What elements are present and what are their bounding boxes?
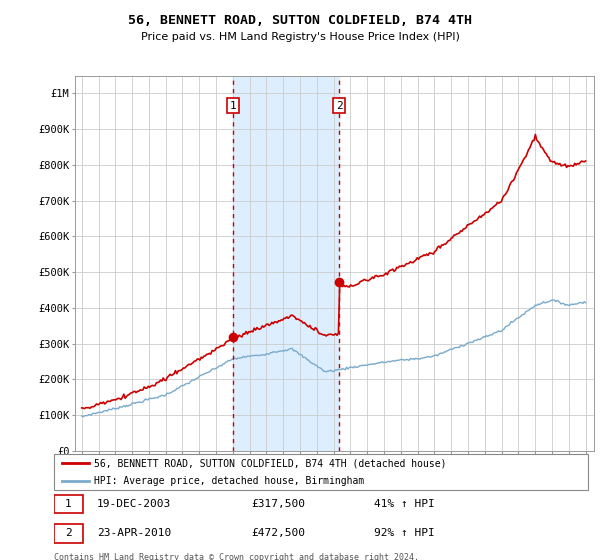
- Text: £317,500: £317,500: [251, 499, 305, 509]
- Text: HPI: Average price, detached house, Birmingham: HPI: Average price, detached house, Birm…: [94, 476, 364, 486]
- Text: 19-DEC-2003: 19-DEC-2003: [97, 499, 171, 509]
- Text: 41% ↑ HPI: 41% ↑ HPI: [374, 499, 435, 509]
- Text: Price paid vs. HM Land Registry's House Price Index (HPI): Price paid vs. HM Land Registry's House …: [140, 32, 460, 42]
- Text: £472,500: £472,500: [251, 529, 305, 539]
- Bar: [233, 76, 339, 451]
- Text: 1: 1: [65, 499, 72, 509]
- Text: 2: 2: [336, 101, 343, 111]
- Text: 23-APR-2010: 23-APR-2010: [97, 529, 171, 539]
- Text: 92% ↑ HPI: 92% ↑ HPI: [374, 529, 435, 539]
- Text: 56, BENNETT ROAD, SUTTON COLDFIELD, B74 4TH (detached house): 56, BENNETT ROAD, SUTTON COLDFIELD, B74 …: [94, 459, 446, 468]
- FancyBboxPatch shape: [54, 454, 588, 490]
- Text: 56, BENNETT ROAD, SUTTON COLDFIELD, B74 4TH: 56, BENNETT ROAD, SUTTON COLDFIELD, B74 …: [128, 14, 472, 27]
- Text: 2: 2: [65, 529, 72, 539]
- FancyBboxPatch shape: [54, 494, 83, 514]
- Text: Contains HM Land Registry data © Crown copyright and database right 2024.
This d: Contains HM Land Registry data © Crown c…: [54, 553, 419, 560]
- Text: 1: 1: [230, 101, 236, 111]
- FancyBboxPatch shape: [54, 524, 83, 543]
